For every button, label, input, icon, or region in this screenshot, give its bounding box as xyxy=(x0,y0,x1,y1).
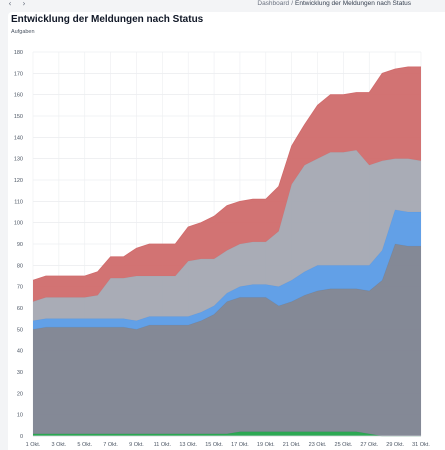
chevron-left-icon[interactable]: ‹ xyxy=(8,0,12,8)
x-tick-label: 9 Okt. xyxy=(129,442,144,448)
y-tick-label: 40 xyxy=(17,349,23,355)
x-tick-label: 3 Okt. xyxy=(52,442,67,448)
area-series-0 xyxy=(33,431,421,436)
y-tick-label: 160 xyxy=(14,93,23,99)
x-tick-label: 19 Okt. xyxy=(257,442,275,448)
x-tick-label: 17 Okt. xyxy=(231,442,249,448)
y-tick-label: 130 xyxy=(14,157,23,163)
area-series-3 xyxy=(33,150,421,321)
y-tick-label: 150 xyxy=(14,114,23,120)
x-tick-label: 1 Okt. xyxy=(26,442,41,448)
y-tick-label: 50 xyxy=(17,327,23,333)
area-series-2 xyxy=(33,209,421,330)
x-tick-label: 15 Okt. xyxy=(205,442,223,448)
breadcrumb: Dashboard / Entwicklung der Meldungen nach… xyxy=(257,0,411,8)
y-tick-label: 20 xyxy=(17,391,23,397)
area-series-1 xyxy=(33,244,421,436)
chevron-right-icon[interactable]: › xyxy=(22,0,26,8)
y-tick-label: 140 xyxy=(14,135,23,141)
y-tick-label: 60 xyxy=(17,306,23,312)
x-tick-label: 29 Okt. xyxy=(386,442,404,448)
x-tick-label: 31 Okt. xyxy=(412,442,430,448)
x-tick-label: 11 Okt. xyxy=(154,442,172,448)
chart-title: Entwicklung der Meldungen nach Status xyxy=(11,14,204,25)
y-axis-unit-label: Aufgaben xyxy=(11,29,35,35)
y-tick-label: 170 xyxy=(14,71,23,77)
top-bar: ‹ › Dashboard / Entwicklung der Meldungen … xyxy=(0,0,445,10)
y-tick-label: 180 xyxy=(14,50,23,56)
x-tick-label: 21 Okt. xyxy=(283,442,301,448)
y-tick-label: 100 xyxy=(14,221,23,227)
area-series-line-4 xyxy=(32,66,421,281)
y-tick-label: 70 xyxy=(17,285,23,291)
x-tick-label: 13 Okt. xyxy=(179,442,197,448)
x-tick-label: 23 Okt. xyxy=(309,442,327,448)
y-tick-label: 0 xyxy=(20,434,23,440)
y-tick-label: 10 xyxy=(17,413,23,419)
x-tick-label: 5 Okt. xyxy=(77,442,92,448)
x-tick-label: 27 Okt. xyxy=(360,442,378,448)
breadcrumb-current: Entwicklung der Meldungen nach Status xyxy=(295,0,411,7)
x-tick-label: 7 Okt. xyxy=(103,442,118,448)
y-tick-label: 30 xyxy=(17,370,23,376)
y-tick-label: 120 xyxy=(14,178,23,184)
y-tick-label: 80 xyxy=(17,263,23,269)
area-series-4 xyxy=(33,66,421,302)
y-tick-label: 110 xyxy=(14,199,23,205)
breadcrumb-dashboard[interactable]: Dashboard xyxy=(257,0,290,7)
y-tick-label: 90 xyxy=(17,242,23,248)
breadcrumb-separator: / xyxy=(291,0,293,7)
x-tick-label: 25 Okt. xyxy=(335,442,353,448)
